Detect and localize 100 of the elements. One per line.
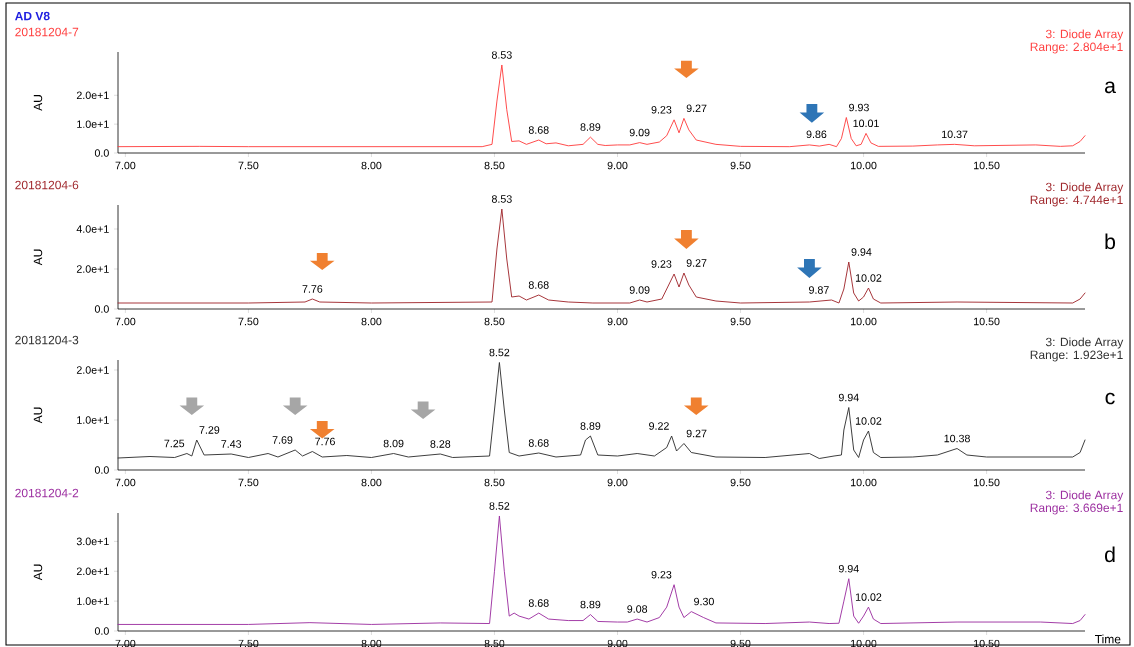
y-tick-label: 2.0e+1 xyxy=(76,567,109,576)
annotation: 7.76 xyxy=(315,437,335,446)
annotation: 8.89 xyxy=(580,600,601,609)
text: 3: Diode Array xyxy=(1045,490,1124,502)
x-tick-label: 7.00 xyxy=(115,317,136,326)
annotation: 10.02 xyxy=(855,593,882,601)
text: d xyxy=(1104,546,1115,563)
annotation: 9.93 xyxy=(849,103,869,112)
annotation: 9.23 xyxy=(651,106,672,114)
annotation: 8.89 xyxy=(580,422,601,430)
annotation: 7.76 xyxy=(302,285,323,293)
annotation: 9.23 xyxy=(651,260,672,268)
annotation: 9.30 xyxy=(694,597,714,606)
y-tick-label: 1.0e+1 xyxy=(77,120,109,128)
annotation: 8.68 xyxy=(528,281,549,289)
annotation: 8.53 xyxy=(491,195,512,203)
annotation: Range: 4.744e+1 xyxy=(1030,195,1123,207)
annotation: 10.01 xyxy=(853,119,879,128)
x-tick-label: 9.50 xyxy=(730,161,751,170)
y-tick-label: 0.0 xyxy=(94,149,109,157)
x-tick-label: 9.00 xyxy=(607,161,628,170)
x-tick-label: 10.00 xyxy=(851,478,877,487)
chart-title: 20181204-6 xyxy=(15,180,79,190)
annotation: 9.08 xyxy=(627,605,648,613)
annotation: 9.94 xyxy=(838,564,859,573)
y-tick-label: 1.0e+1 xyxy=(77,597,109,605)
x-tick-label: 9.50 xyxy=(730,639,751,647)
text: c xyxy=(1105,392,1115,405)
annotation: 7.29 xyxy=(199,426,220,434)
annotation: 10.38 xyxy=(944,434,970,443)
line-series xyxy=(117,515,1086,625)
annotation: 9.94 xyxy=(838,393,859,402)
x-tick-label: 7.00 xyxy=(115,478,136,487)
text: 3: Diode Array xyxy=(1045,182,1124,194)
x-tick-label: 9.00 xyxy=(607,639,628,647)
x-tick-label: 10.00 xyxy=(851,161,877,170)
y-tick-label: 2.0e+1 xyxy=(76,366,109,374)
annotation: 8.28 xyxy=(430,440,451,448)
y-axis-title: AU xyxy=(33,249,43,266)
x-tick-label: 7.50 xyxy=(238,639,259,647)
chart-title: 20181204-7 xyxy=(15,27,79,37)
x-tick-label: 10.00 xyxy=(851,639,877,647)
annotation: 8.53 xyxy=(491,51,512,59)
y-tick-label: 1.0e+1 xyxy=(77,416,109,424)
x-tick-label: 8.00 xyxy=(361,161,382,170)
y-tick-label: 2.0e+1 xyxy=(76,265,109,273)
annotation: 10.02 xyxy=(855,417,882,425)
annotation: 10.37 xyxy=(942,130,968,139)
annotation: 8.52 xyxy=(489,502,510,510)
annotation: 8.52 xyxy=(489,348,510,357)
annotation: 10.02 xyxy=(855,274,882,282)
annotation: 8.68 xyxy=(528,126,549,134)
line-series xyxy=(117,208,1086,304)
annotation: 7.25 xyxy=(164,439,185,448)
x-tick-label: 10.00 xyxy=(851,317,877,326)
annotation: 9.87 xyxy=(809,286,829,294)
annotation: 9.09 xyxy=(629,128,650,137)
annotation: 9.27 xyxy=(686,429,707,438)
x-tick-label: 8.00 xyxy=(361,639,382,647)
chart-title: 20181204-3 xyxy=(15,335,79,345)
text: AD V8 xyxy=(15,11,50,21)
x-tick-label: 7.00 xyxy=(115,639,136,647)
annotation: 7.43 xyxy=(221,440,242,448)
x-tick-label: 7.00 xyxy=(115,161,136,170)
y-tick-label: 4.0e+1 xyxy=(76,225,109,233)
text: 3: Diode Array xyxy=(1045,29,1124,41)
annotation: 9.23 xyxy=(651,570,672,579)
x-tick-label: 9.50 xyxy=(730,478,751,487)
annotation: 8.89 xyxy=(580,123,601,131)
annotation: 8.68 xyxy=(528,599,549,607)
y-tick-label: 3.0e+1 xyxy=(76,537,109,546)
annotation: 9.27 xyxy=(686,104,707,113)
x-tick-label: 9.00 xyxy=(607,478,628,487)
annotation: 8.68 xyxy=(528,439,549,447)
y-tick-label: 2.0e+1 xyxy=(76,91,109,100)
x-tick-label: 10.50 xyxy=(974,161,1000,170)
x-axis-title: Time xyxy=(1094,634,1121,644)
x-tick-label: 9.50 xyxy=(730,317,751,326)
x-tick-label: 7.50 xyxy=(238,478,259,487)
annotation: 9.09 xyxy=(629,286,650,294)
annotation: Range: 2.804e+1 xyxy=(1030,42,1123,54)
x-tick-label: 8.00 xyxy=(361,317,382,326)
annotation: 9.27 xyxy=(686,259,707,267)
x-tick-label: 8.50 xyxy=(484,317,505,326)
y-tick-label: 0.0 xyxy=(94,466,109,474)
x-tick-label: 10.50 xyxy=(974,317,1000,326)
x-tick-label: 10.50 xyxy=(974,639,1000,647)
y-axis-title: AU xyxy=(33,564,43,581)
x-tick-label: 8.50 xyxy=(484,639,505,647)
y-axis-title: AU xyxy=(33,407,43,424)
annotation: 8.09 xyxy=(383,439,404,448)
x-tick-label: 7.50 xyxy=(238,161,259,170)
x-tick-label: 9.00 xyxy=(607,317,628,326)
y-tick-label: 0.0 xyxy=(94,627,109,635)
chart-title: 20181204-2 xyxy=(15,488,79,498)
annotation: 7.69 xyxy=(272,436,293,444)
annotation: 9.86 xyxy=(806,130,827,139)
x-tick-label: 8.00 xyxy=(361,478,382,487)
text: b xyxy=(1105,233,1116,250)
text: 3: Diode Array xyxy=(1045,337,1124,349)
